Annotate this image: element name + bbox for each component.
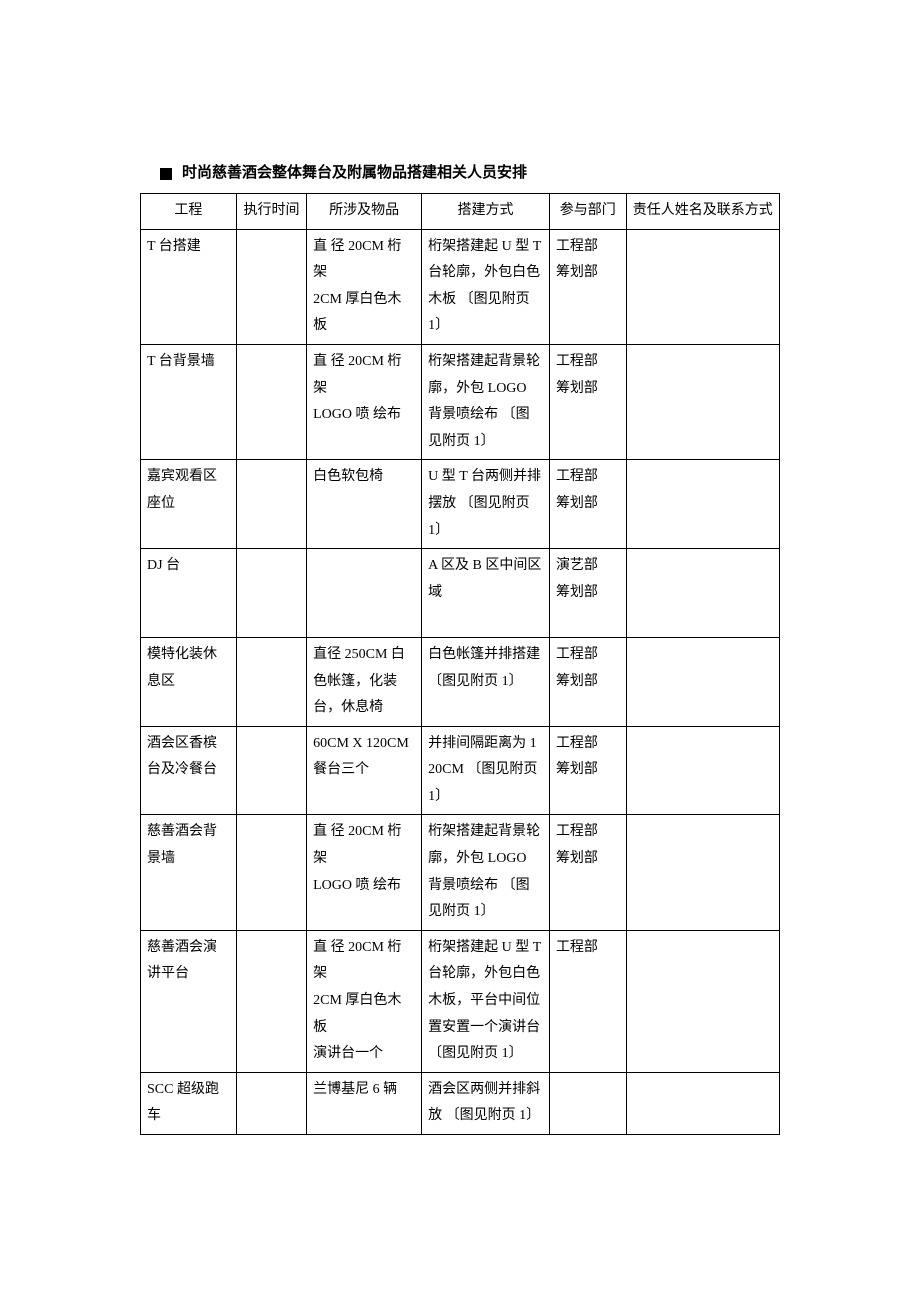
- cell-dept: 演艺部筹划部: [549, 549, 626, 638]
- cell-contact: [626, 930, 779, 1072]
- cell-project: SCC 超级跑车: [141, 1072, 237, 1134]
- cell-contact: [626, 637, 779, 726]
- cell-time: [236, 930, 306, 1072]
- table-row: T 台背景墙直 径 20CM 桁架LOGO 喷 绘布桁架搭建起背景轮廓，外包 L…: [141, 344, 780, 459]
- cell-method: 并排间隔距离为 120CM 〔图见附页 1〕: [422, 726, 550, 815]
- cell-items: [307, 549, 422, 638]
- table-row: 慈善酒会背景墙直 径 20CM 桁架LOGO 喷 绘布桁架搭建起背景轮廓，外包 …: [141, 815, 780, 930]
- cell-method: 桁架搭建起 U 型 T 台轮廓，外包白色木板 〔图见附页 1〕: [422, 229, 550, 344]
- cell-contact: [626, 1072, 779, 1134]
- cell-time: [236, 460, 306, 549]
- cell-contact: [626, 815, 779, 930]
- table-row: 慈善酒会演讲平台直 径 20CM 桁架2CM 厚白色木板演讲台一个桁架搭建起 U…: [141, 930, 780, 1072]
- cell-project: 慈善酒会演讲平台: [141, 930, 237, 1072]
- cell-dept: 工程部: [549, 930, 626, 1072]
- cell-project: 模特化装休息区: [141, 637, 237, 726]
- cell-time: [236, 1072, 306, 1134]
- cell-dept: 工程部筹划部: [549, 460, 626, 549]
- cell-items: 直 径 20CM 桁架LOGO 喷 绘布: [307, 344, 422, 459]
- table-row: 嘉宾观看区座位白色软包椅U 型 T 台两侧并排摆放 〔图见附页 1〕工程部筹划部: [141, 460, 780, 549]
- cell-time: [236, 726, 306, 815]
- cell-items: 兰博基尼 6 辆: [307, 1072, 422, 1134]
- cell-method: 桁架搭建起背景轮廓，外包 LOGO 背景喷绘布 〔图见附页 1〕: [422, 344, 550, 459]
- table-row: T 台搭建直 径 20CM 桁架2CM 厚白色木板桁架搭建起 U 型 T 台轮廓…: [141, 229, 780, 344]
- cell-contact: [626, 344, 779, 459]
- stage-arrangement-table: 工程 执行时间 所涉及物品 搭建方式 参与部门 责任人姓名及联系方式 T 台搭建…: [140, 193, 780, 1135]
- cell-items: 60CM X 120CM 餐台三个: [307, 726, 422, 815]
- cell-items: 直 径 20CM 桁架2CM 厚白色木板演讲台一个: [307, 930, 422, 1072]
- cell-items: 白色软包椅: [307, 460, 422, 549]
- table-header-row: 工程 执行时间 所涉及物品 搭建方式 参与部门 责任人姓名及联系方式: [141, 194, 780, 230]
- cell-dept: 工程部筹划部: [549, 726, 626, 815]
- bullet-icon: [160, 168, 172, 180]
- table-row: SCC 超级跑车 兰博基尼 6 辆酒会区两侧并排斜放 〔图见附页 1〕: [141, 1072, 780, 1134]
- cell-project: T 台背景墙: [141, 344, 237, 459]
- cell-method: 白色帐篷并排搭建 〔图见附页 1〕: [422, 637, 550, 726]
- table-row: 酒会区香槟台及冷餐台 60CM X 120CM 餐台三个并排间隔距离为 120CM…: [141, 726, 780, 815]
- cell-method: 桁架搭建起 U 型 T 台轮廓，外包白色木板，平台中间位置安置一个演讲台 〔图见…: [422, 930, 550, 1072]
- cell-dept: 工程部筹划部: [549, 229, 626, 344]
- col-header-dept: 参与部门: [549, 194, 626, 230]
- cell-contact: [626, 460, 779, 549]
- col-header-items: 所涉及物品: [307, 194, 422, 230]
- cell-project: 嘉宾观看区座位: [141, 460, 237, 549]
- cell-method: U 型 T 台两侧并排摆放 〔图见附页 1〕: [422, 460, 550, 549]
- col-header-contact: 责任人姓名及联系方式: [626, 194, 779, 230]
- cell-project: DJ 台: [141, 549, 237, 638]
- page-title: 时尚慈善酒会整体舞台及附属物品搭建相关人员安排: [182, 160, 527, 187]
- cell-method: 桁架搭建起背景轮廓，外包 LOGO 背景喷绘布 〔图见附页 1〕: [422, 815, 550, 930]
- cell-dept: 工程部筹划部: [549, 344, 626, 459]
- table-row: DJ 台 A 区及 B 区中间区域 演艺部筹划部: [141, 549, 780, 638]
- cell-contact: [626, 229, 779, 344]
- cell-time: [236, 549, 306, 638]
- col-header-time: 执行时间: [236, 194, 306, 230]
- table-row: 模特化装休息区直径 250CM 白色帐篷，化装台，休息椅白色帐篷并排搭建 〔图见…: [141, 637, 780, 726]
- cell-items: 直 径 20CM 桁架2CM 厚白色木板: [307, 229, 422, 344]
- cell-project: 酒会区香槟台及冷餐台: [141, 726, 237, 815]
- cell-dept: 工程部筹划部: [549, 815, 626, 930]
- col-header-method: 搭建方式: [422, 194, 550, 230]
- table-body: T 台搭建直 径 20CM 桁架2CM 厚白色木板桁架搭建起 U 型 T 台轮廓…: [141, 229, 780, 1134]
- cell-time: [236, 637, 306, 726]
- cell-method: 酒会区两侧并排斜放 〔图见附页 1〕: [422, 1072, 550, 1134]
- cell-project: 慈善酒会背景墙: [141, 815, 237, 930]
- cell-time: [236, 344, 306, 459]
- cell-contact: [626, 549, 779, 638]
- cell-contact: [626, 726, 779, 815]
- cell-project: T 台搭建: [141, 229, 237, 344]
- cell-dept: [549, 1072, 626, 1134]
- col-header-project: 工程: [141, 194, 237, 230]
- cell-dept: 工程部筹划部: [549, 637, 626, 726]
- cell-time: [236, 229, 306, 344]
- cell-method: A 区及 B 区中间区域: [422, 549, 550, 638]
- cell-items: 直径 250CM 白色帐篷，化装台，休息椅: [307, 637, 422, 726]
- title-row: 时尚慈善酒会整体舞台及附属物品搭建相关人员安排: [140, 160, 780, 187]
- cell-time: [236, 815, 306, 930]
- cell-items: 直 径 20CM 桁架LOGO 喷 绘布: [307, 815, 422, 930]
